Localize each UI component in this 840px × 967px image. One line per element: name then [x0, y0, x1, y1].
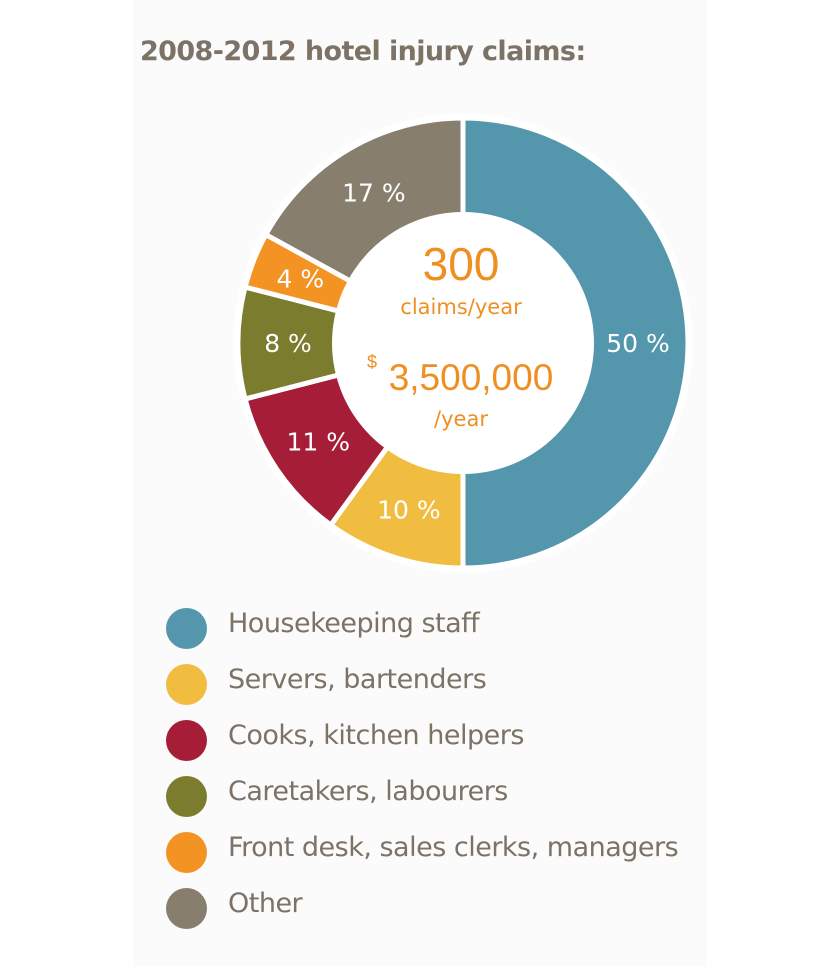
slice-label-front-desk-sales-clerks-managers: 4 % — [276, 265, 324, 294]
legend-swatch — [166, 608, 207, 649]
legend-swatch — [166, 664, 207, 705]
center-claims-unit: claims/year — [400, 295, 522, 319]
legend-label: Other — [228, 888, 303, 919]
center-cost-symbol: $ — [367, 352, 377, 372]
legend-label: Servers, bartenders — [228, 664, 487, 695]
donut-hole — [332, 212, 594, 474]
slice-label-caretakers-labourers: 8 % — [264, 329, 312, 358]
legend-label: Housekeeping staff — [228, 608, 480, 639]
donut-chart: 50 % 10 % 11 % 8 % 4 % 17 % 300 claims/year $… — [233, 113, 693, 573]
legend-label: Front desk, sales clerks, managers — [228, 832, 679, 863]
slice-label-housekeeping-staff: 50 % — [606, 329, 670, 358]
legend-swatch — [166, 776, 207, 817]
chart-title: 2008-2012 hotel injury claims: — [140, 36, 586, 67]
slice-label-servers-bartenders: 10 % — [377, 495, 441, 524]
center-cost-value: 3,500,000 — [389, 357, 554, 398]
donut-outer-ring — [233, 113, 693, 573]
slice-label-other: 17 % — [342, 178, 406, 207]
legend-swatch — [166, 832, 207, 873]
legend-swatch — [166, 888, 207, 929]
legend-label: Caretakers, labourers — [228, 776, 508, 807]
slice-label-cooks-kitchen-helpers: 11 % — [287, 427, 351, 456]
legend-label: Cooks, kitchen helpers — [228, 720, 524, 751]
legend-swatch — [166, 720, 207, 761]
slice-labels: 50 % 10 % 11 % 8 % 4 % 17 % — [264, 178, 670, 524]
center-claims-count: 300 — [423, 238, 500, 290]
center-cost-unit: /year — [434, 407, 488, 431]
